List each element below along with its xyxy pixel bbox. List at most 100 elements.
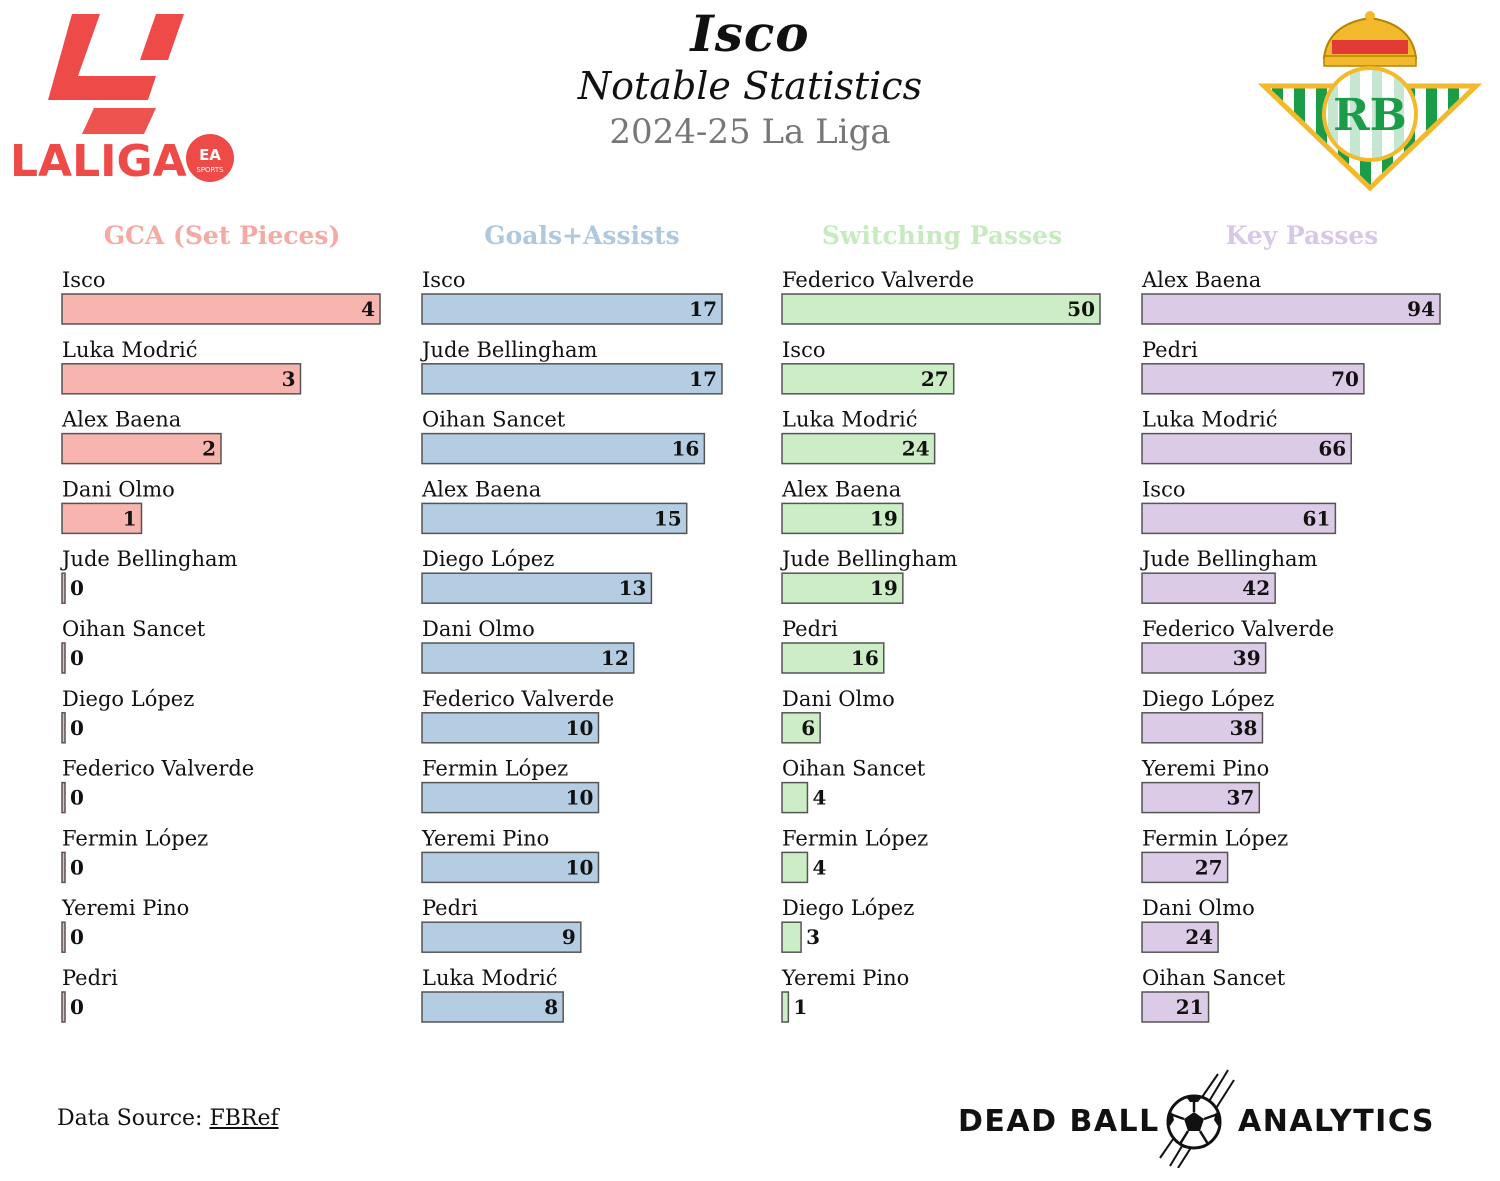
player-label: Diego López	[422, 547, 554, 571]
stat-bar	[781, 502, 904, 535]
stat-bar	[421, 781, 600, 814]
chart-subtitle: Notable Statistics	[577, 64, 923, 108]
player-label: Pedri	[1142, 338, 1198, 362]
player-label: Federico Valverde	[422, 687, 614, 711]
stat-bar	[781, 712, 821, 744]
value-label: 21	[1176, 995, 1204, 1019]
player-label: Yeremi Pino	[1141, 757, 1269, 781]
stat-bar	[781, 432, 936, 465]
value-label: 16	[672, 437, 700, 461]
value-label: 15	[654, 506, 682, 530]
value-label: 10	[566, 855, 594, 879]
player-label: Isco	[62, 268, 105, 292]
player-label: Oihan Sancet	[1142, 966, 1286, 990]
value-label: 42	[1242, 576, 1270, 600]
value-label: 2	[202, 437, 216, 461]
stat-bar	[1141, 642, 1267, 674]
ea-badge-subtext: SPORTS	[196, 166, 224, 174]
club-monogram-icon: RB	[1322, 66, 1418, 162]
stat-bar	[1141, 363, 1365, 395]
stat-bar	[421, 991, 564, 1023]
stat-bar	[1141, 432, 1352, 465]
value-label: 0	[70, 925, 84, 949]
player-label: Dani Olmo	[62, 477, 175, 501]
player-label: Diego López	[782, 896, 914, 920]
player-label: Isco	[782, 338, 825, 362]
stat-bar	[61, 781, 66, 814]
stat-bar	[61, 642, 66, 674]
value-label: 0	[70, 646, 84, 670]
value-label: 10	[566, 786, 594, 810]
chart-title: Isco	[690, 4, 810, 63]
club-monogram-text: RB	[1333, 90, 1407, 141]
value-label: 24	[1185, 925, 1213, 949]
stat-bar	[421, 363, 723, 395]
brand-text-right: ANALYTICS	[1238, 1104, 1436, 1139]
panel-title: Goals+Assists	[484, 221, 679, 250]
stat-bar	[1141, 502, 1337, 535]
stat-bar	[1141, 712, 1264, 744]
value-label: 1	[793, 995, 807, 1019]
value-label: 1	[123, 506, 137, 530]
stat-bar	[61, 432, 222, 465]
value-label: 3	[806, 925, 820, 949]
player-label: Isco	[1142, 477, 1185, 501]
stat-bar	[421, 432, 706, 465]
stat-bar	[781, 921, 802, 953]
value-label: 4	[361, 297, 375, 321]
player-label: Oihan Sancet	[422, 408, 566, 432]
player-label: Luka Modrić	[782, 408, 918, 432]
value-label: 10	[566, 716, 594, 740]
stat-bar	[1141, 851, 1229, 884]
brand-text-left: DEAD BALL	[958, 1104, 1160, 1139]
betis-crest: RB	[1258, 11, 1482, 192]
crown-icon	[1322, 11, 1418, 67]
player-label: Federico Valverde	[782, 268, 974, 292]
value-label: 9	[562, 925, 576, 949]
value-label: 6	[801, 716, 815, 740]
value-label: 0	[70, 786, 84, 810]
value-label: 4	[812, 786, 826, 810]
stat-bar	[421, 642, 635, 674]
stat-bar	[61, 712, 66, 744]
value-label: 3	[282, 367, 296, 391]
stat-bar	[1141, 921, 1219, 953]
stat-panels: GCA (Set Pieces) Isco 4 Luka Modrić 3 Alex Ba…	[60, 221, 1441, 1023]
player-label: Oihan Sancet	[62, 617, 206, 641]
player-label: Alex Baena	[1141, 268, 1261, 292]
player-label: Fermin López	[62, 826, 208, 850]
stat-bar	[781, 572, 904, 604]
player-label: Yeremi Pino	[421, 826, 549, 850]
value-label: 4	[812, 855, 826, 879]
stat-bar	[1141, 991, 1210, 1023]
player-label: Federico Valverde	[62, 757, 254, 781]
player-label: Pedri	[62, 966, 118, 990]
player-label: Diego López	[62, 687, 194, 711]
stat-bar	[421, 502, 688, 535]
value-label: 0	[70, 576, 84, 600]
stat-bar	[421, 712, 600, 744]
value-label: 27	[921, 367, 949, 391]
value-label: 0	[70, 855, 84, 879]
panel-title: Switching Passes	[822, 221, 1062, 250]
stat-bar	[781, 642, 885, 674]
brand-logo: DEAD BALL ANALYTICS	[958, 1068, 1458, 1168]
player-label: Yeremi Pino	[781, 966, 909, 990]
player-label: Luka Modrić	[62, 338, 198, 362]
stat-bar	[781, 851, 809, 884]
player-label: Dani Olmo	[422, 617, 535, 641]
panel-title: GCA (Set Pieces)	[104, 221, 341, 250]
stat-bar	[421, 572, 653, 604]
player-label: Alex Baena	[61, 408, 181, 432]
player-label: Luka Modrić	[422, 966, 558, 990]
stat-bar	[1141, 572, 1276, 604]
player-label: Jude Bellingham	[420, 338, 598, 362]
player-label: Fermin López	[1142, 826, 1288, 850]
value-label: 38	[1230, 716, 1258, 740]
data-source-link[interactable]: FBRef	[209, 1106, 279, 1131]
value-label: 13	[619, 576, 647, 600]
value-label: 27	[1195, 855, 1223, 879]
value-label: 70	[1331, 367, 1359, 391]
stat-bar	[781, 781, 809, 814]
player-label: Diego López	[1142, 687, 1274, 711]
